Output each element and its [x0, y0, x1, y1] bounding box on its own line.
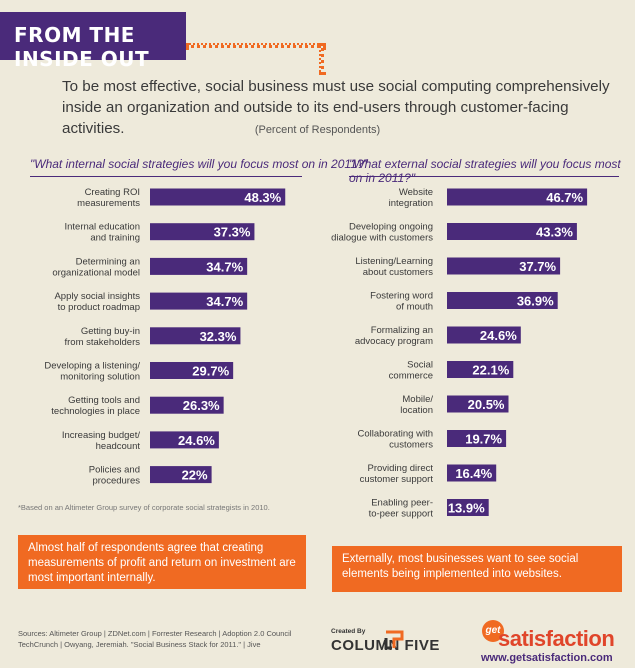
external-value-label-10: 13.9% — [448, 501, 485, 516]
banner-title: FROM THE INSIDE OUT — [14, 23, 150, 71]
internal-chart-title: "What internal social strategies will yo… — [30, 157, 368, 171]
external-category-label-6-line-1: Social — [407, 360, 433, 371]
dotted-connector-h — [186, 43, 326, 48]
footnote: *Based on an Altimeter Group survey of c… — [18, 503, 270, 512]
external-category-label-10-line-1: Enabling peer- — [371, 498, 433, 509]
internal-category-label-2-line-1: Internal education — [64, 222, 140, 233]
external-category-label-9-line-2: customer support — [360, 474, 434, 485]
callout-right: Externally, most businesses want to see … — [332, 546, 622, 592]
internal-value-label-3: 34.7% — [206, 259, 243, 274]
external-value-label-8: 19.7% — [465, 432, 502, 447]
external-value-label-4: 36.9% — [517, 294, 554, 309]
external-category-label-3-line-2: about customers — [363, 267, 433, 278]
external-category-label-4-line-1: Fostering word — [370, 291, 433, 302]
external-category-label-8-line-2: customers — [389, 440, 433, 451]
internal-value-label-5: 32.3% — [200, 329, 237, 344]
internal-bar-2 — [150, 223, 255, 241]
intro-text: To be most effective, social business mu… — [62, 78, 610, 137]
external-category-label-1-line-1: Website — [399, 187, 433, 198]
external-category-label-2-line-1: Developing ongoing — [349, 222, 433, 233]
external-chart-title: "What external social strategies will yo… — [349, 157, 621, 185]
internal-value-label-1: 48.3% — [244, 190, 281, 205]
internal-category-label-6-line-1: Developing a listening/ — [44, 361, 140, 372]
external-category-label-7-line-1: Mobile/ — [402, 394, 433, 405]
external-value-label-6: 22.1% — [472, 363, 509, 378]
internal-value-label-7: 26.3% — [183, 398, 220, 413]
internal-value-label-6: 29.7% — [192, 364, 229, 379]
internal-bar-6 — [150, 362, 234, 379]
internal-category-label-4-line-1: Apply social insights — [54, 291, 140, 302]
external-bar-2 — [447, 223, 577, 240]
external-bar-3 — [447, 257, 561, 275]
internal-category-label-5-line-2: from stakeholders — [64, 337, 140, 348]
satisfaction-url[interactable]: www.getsatisfaction.com — [481, 652, 613, 664]
internal-category-label-7-line-1: Getting tools and — [68, 395, 140, 406]
external-category-label-4-line-2: of mouth — [396, 302, 433, 313]
external-bar-6 — [447, 361, 514, 378]
external-value-label-9: 16.4% — [455, 466, 492, 481]
external-category-label-5-line-1: Formalizing an — [371, 325, 433, 336]
internal-bar-8 — [150, 431, 219, 449]
external-bar-5 — [447, 326, 521, 344]
internal-category-label-9-line-2: procedures — [92, 476, 140, 487]
internal-value-label-2: 37.3% — [214, 225, 251, 240]
internal-category-label-3-line-2: organizational model — [52, 267, 140, 278]
percent-label: (Percent of Respondents) — [254, 124, 381, 136]
external-title-underline — [349, 176, 619, 177]
external-bar-8 — [447, 430, 507, 447]
external-category-label-10-line-2: to-peer support — [369, 509, 434, 520]
external-bar-1 — [447, 188, 588, 206]
internal-value-label-9: 22% — [182, 468, 208, 483]
satisfaction-logo[interactable]: satisfaction — [498, 626, 615, 651]
internal-category-label-1-line-2: measurements — [77, 198, 140, 209]
dotted-connector-v — [319, 43, 324, 75]
column-five-mark-icon — [384, 630, 404, 650]
internal-bar-9 — [150, 466, 212, 484]
internal-category-label-4-line-2: to product roadmap — [58, 302, 140, 313]
internal-title-underline — [30, 176, 302, 177]
external-category-label-7-line-2: location — [400, 405, 433, 416]
external-value-label-1: 46.7% — [546, 190, 583, 205]
external-value-label-2: 43.3% — [536, 225, 573, 240]
external-category-label-3-line-1: Listening/Learning — [355, 256, 433, 267]
internal-category-label-2-line-2: and training — [90, 233, 140, 244]
external-value-label-7: 20.5% — [468, 397, 505, 412]
external-bar-4 — [447, 292, 558, 309]
section-banner: FROM THE INSIDE OUT — [0, 12, 186, 71]
internal-bar-1 — [150, 188, 286, 206]
sources-line-1: Sources: Altimeter Group | ZDNet.com | F… — [18, 629, 292, 638]
internal-value-label-8: 24.6% — [178, 433, 215, 448]
callout-left: Almost half of respondents agree that cr… — [18, 535, 306, 589]
external-value-label-5: 24.6% — [480, 328, 517, 343]
internal-category-label-7-line-2: technologies in place — [51, 406, 140, 417]
internal-bar-5 — [150, 327, 241, 345]
external-category-label-6-line-2: commerce — [389, 371, 433, 382]
external-category-label-5-line-2: advocacy program — [355, 336, 433, 347]
external-category-label-1-line-2: integration — [389, 198, 433, 209]
internal-category-label-6-line-2: monitoring solution — [60, 372, 140, 383]
internal-bar-3 — [150, 257, 248, 275]
external-bar-9 — [447, 464, 497, 482]
internal-category-label-3-line-1: Determining an — [76, 256, 140, 267]
get-badge: get — [482, 620, 504, 642]
external-category-label-8-line-1: Collaborating with — [357, 429, 433, 440]
sources: Sources: Altimeter Group | ZDNet.com | F… — [18, 628, 291, 650]
external-category-label-9-line-1: Providing direct — [368, 463, 434, 474]
external-bar-10 — [447, 499, 489, 516]
internal-category-label-5-line-1: Getting buy-in — [81, 326, 140, 337]
internal-bar-4 — [150, 292, 248, 310]
external-category-label-2-line-2: dialogue with customers — [331, 233, 433, 244]
internal-category-label-1-line-1: Creating ROI — [85, 187, 140, 198]
internal-category-label-8-line-2: headcount — [96, 441, 141, 452]
internal-category-label-9-line-1: Policies and — [89, 465, 140, 476]
external-bar-7 — [447, 395, 509, 413]
created-by-label: Created By — [331, 628, 366, 635]
internal-bar-7 — [150, 396, 224, 414]
internal-value-label-4: 34.7% — [206, 294, 243, 309]
sources-line-2: TechCrunch | Owyang, Jeremiah. "Social B… — [18, 640, 261, 649]
internal-category-label-8-line-1: Increasing budget/ — [62, 430, 141, 441]
external-value-label-3: 37.7% — [519, 259, 556, 274]
